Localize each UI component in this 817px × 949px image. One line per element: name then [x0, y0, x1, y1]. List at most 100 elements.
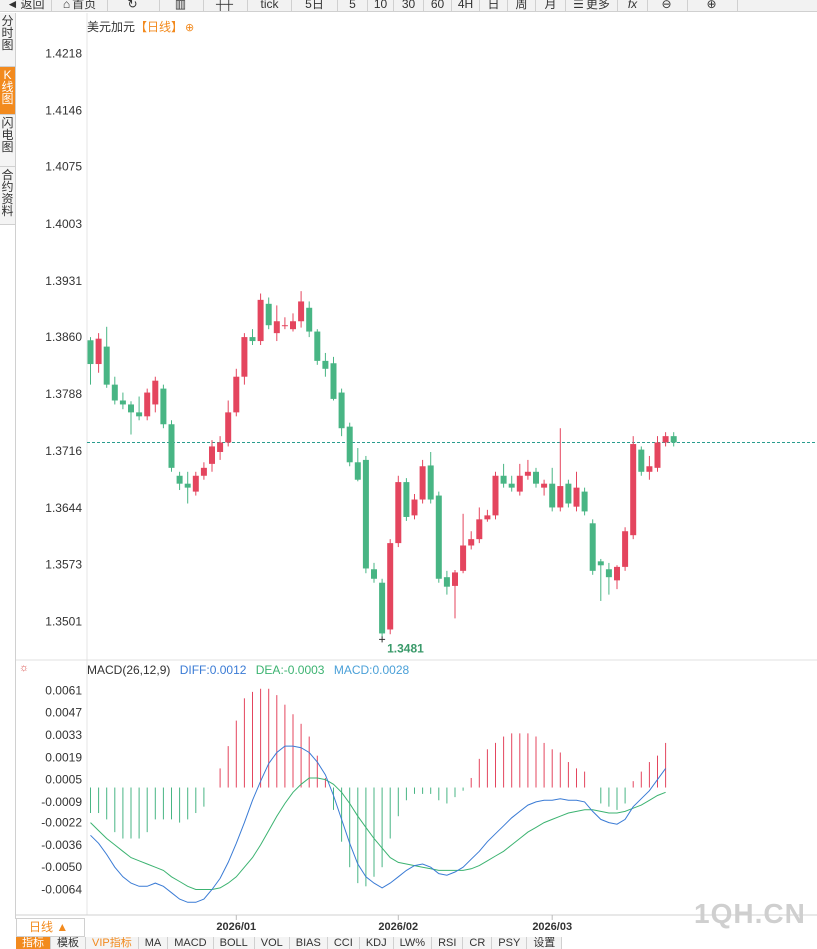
- indicator-tab-bias[interactable]: BIAS: [289, 937, 328, 949]
- indicator-settings-icon: ┼┼: [215, 0, 233, 11]
- indicator-tab-rsi[interactable]: RSI: [432, 937, 464, 949]
- candle-up: [654, 442, 661, 468]
- side-tab-2[interactable]: 闪电图: [0, 115, 15, 167]
- candle-down: [168, 424, 175, 468]
- candle-down: [103, 346, 110, 385]
- toolbar-更多-button[interactable]: ☰ 更多: [566, 0, 618, 11]
- toolbar-首页-button[interactable]: ⌂ 首页: [52, 0, 108, 11]
- macd-tick-label: -0.0064: [41, 883, 82, 897]
- indicator-tab-设置[interactable]: 设置: [527, 937, 563, 949]
- toolbar-zoom-out-button[interactable]: ⊖: [648, 0, 688, 11]
- candle-down: [249, 337, 256, 342]
- period-tag: 【日线】: [135, 20, 184, 34]
- candle-down: [330, 363, 337, 399]
- toolbar-日-button[interactable]: 日: [480, 0, 508, 11]
- candle-up: [516, 475, 523, 492]
- toolbar-返回-button[interactable]: ◄ 返回: [0, 0, 52, 11]
- toolbar-indicator-settings-button[interactable]: ┼┼: [204, 0, 248, 11]
- toolbar-30-button[interactable]: 30: [394, 0, 424, 11]
- indicator-tab-boll[interactable]: BOLL: [213, 937, 255, 949]
- toolbar-label: 60: [430, 0, 445, 11]
- candle-down: [111, 384, 118, 401]
- period-select-button[interactable]: 日线 ▲: [16, 918, 85, 937]
- candle-up: [217, 442, 224, 452]
- date-label: 2026/02: [378, 921, 418, 933]
- toolbar-label: 5: [349, 0, 356, 11]
- toolbar-4H-button[interactable]: 4H: [452, 0, 480, 11]
- macd-tick-label: 0.0019: [45, 750, 82, 764]
- toolbar-label: 月: [544, 0, 557, 11]
- macd-legend: MACD(26,12,9) DIFF:0.0012 DEA:-0.0003 MA…: [87, 663, 415, 677]
- side-tab-1[interactable]: K线图: [0, 67, 15, 115]
- macd-tick-label: -0.0022: [41, 816, 82, 830]
- indicator-tab-cr[interactable]: CR: [463, 937, 493, 949]
- indicator-settings-gear-icon[interactable]: ☼: [18, 662, 30, 674]
- toolbar-candlestick-chart-button[interactable]: ▥: [160, 0, 204, 11]
- toolbar-zoom-in-button[interactable]: ⊕: [688, 0, 738, 11]
- price-tick-label: 1.4003: [45, 217, 82, 231]
- candle-up: [152, 380, 159, 405]
- indicator-tab-vip指标[interactable]: VIP指标: [86, 937, 139, 949]
- candle-up: [541, 483, 548, 488]
- add-indicator-icon[interactable]: ⊕: [185, 22, 195, 34]
- price-tick-label: 1.3788: [45, 387, 82, 401]
- candle-up: [468, 539, 475, 546]
- toolbar-60-button[interactable]: 60: [424, 0, 452, 11]
- candle-down: [427, 465, 434, 500]
- indicator-tab-模板[interactable]: 模板: [51, 937, 86, 949]
- candle-up: [662, 436, 669, 443]
- watermark: 1QH.CN: [694, 898, 806, 929]
- indicator-tab-ma[interactable]: MA: [138, 937, 169, 949]
- side-tab-3[interactable]: 合约资料: [0, 167, 15, 225]
- candle-up: [273, 321, 280, 334]
- indicator-tabs: 指标 模板 VIP指标 MA MACD BOLL VOL BIAS CCI KDJ LW% RSI CR…: [16, 937, 563, 949]
- candle-down: [265, 303, 272, 326]
- indicator-tab-vol[interactable]: VOL: [254, 937, 290, 949]
- candle-up: [411, 499, 418, 516]
- macd-name: MACD(26,12,9): [87, 663, 171, 677]
- toolbar-10-button[interactable]: 10: [368, 0, 394, 11]
- toolbar-5日-button[interactable]: 5日: [292, 0, 338, 11]
- indicator-tab-lwpct[interactable]: LW%: [393, 937, 433, 949]
- candle-down: [184, 483, 191, 488]
- menu-icon: ☰: [573, 0, 584, 11]
- candle-down: [314, 331, 321, 361]
- price-tick-label: 1.3860: [45, 330, 82, 344]
- toolbar-5-button[interactable]: 5: [338, 0, 368, 11]
- candle-down: [403, 482, 410, 517]
- candle-down: [533, 471, 539, 484]
- toolbar-refresh-button[interactable]: ↻: [108, 0, 160, 11]
- back-arrow-icon: ◄: [6, 0, 19, 11]
- candle-down: [176, 475, 183, 484]
- toolbar-周-button[interactable]: 周: [508, 0, 536, 11]
- candle-up: [144, 392, 151, 417]
- candle-up: [452, 572, 458, 586]
- sidebar-divider: [15, 13, 16, 919]
- indicator-tab-kdj[interactable]: KDJ: [359, 937, 394, 949]
- indicator-tab-cci[interactable]: CCI: [327, 937, 360, 949]
- candle-up: [476, 519, 483, 540]
- toolbar-tick-button[interactable]: tick: [248, 0, 292, 11]
- macd-tick-label: -0.0036: [41, 838, 82, 852]
- candle-up: [95, 338, 102, 365]
- toolbar-fx-button[interactable]: fx: [618, 0, 648, 11]
- candle-up: [630, 444, 637, 536]
- candle-down: [371, 569, 377, 579]
- low-price-label: 1.3481: [387, 641, 424, 655]
- candle-up: [622, 531, 629, 567]
- indicator-tab-指标[interactable]: 指标: [16, 937, 51, 949]
- candle-down: [119, 400, 126, 405]
- macd-tick-label: 0.0047: [45, 706, 82, 720]
- toolbar-月-button[interactable]: 月: [536, 0, 566, 11]
- indicator-tab-macd[interactable]: MACD: [168, 937, 214, 949]
- candle-down: [128, 404, 134, 413]
- candle-down: [443, 577, 450, 587]
- top-toolbar: ◄ 返回 ⌂ 首页 ↻ ▥ ┼┼ tick 5日 5 10 30 60 4H 日周月 ☰ 更多 fx ⊖ ⊕: [0, 0, 817, 12]
- candle-down: [322, 360, 329, 369]
- toolbar-label: 返回: [20, 0, 45, 11]
- price-tick-label: 1.3573: [45, 558, 82, 572]
- indicator-tab-psy[interactable]: PSY: [492, 937, 528, 949]
- candle-up: [241, 337, 248, 377]
- side-tab-0[interactable]: 分时图: [0, 13, 15, 67]
